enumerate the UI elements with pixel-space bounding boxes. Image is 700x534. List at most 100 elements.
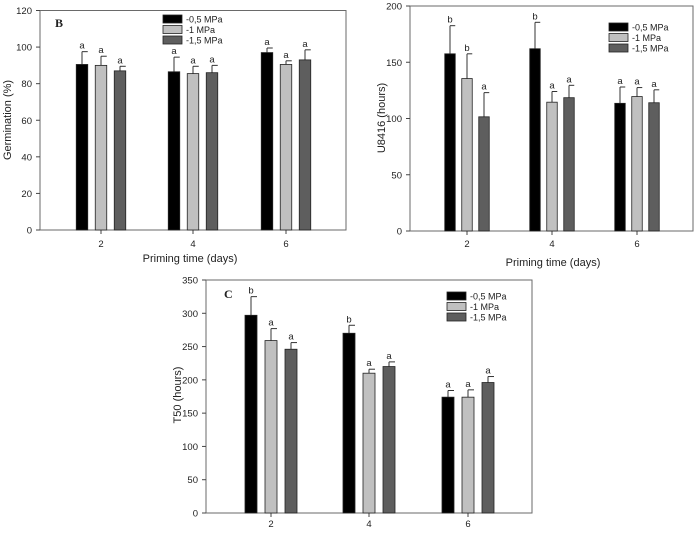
x-tick-label: 6 bbox=[283, 239, 288, 250]
significance-letter: b bbox=[532, 11, 537, 22]
y-tick-label: 0 bbox=[193, 509, 198, 520]
y-tick-label: 350 bbox=[182, 276, 198, 287]
significance-letter: a bbox=[566, 74, 572, 85]
significance-letter: b bbox=[464, 43, 469, 54]
bar bbox=[94, 64, 108, 231]
y-tick-label: 150 bbox=[386, 58, 402, 69]
x-tick-label: 6 bbox=[465, 519, 470, 530]
y-tick-label: 250 bbox=[182, 342, 198, 353]
bar bbox=[631, 96, 643, 232]
bar bbox=[461, 78, 473, 232]
significance-letter: a bbox=[268, 318, 274, 329]
bar bbox=[481, 382, 495, 514]
legend-label: -0,5 MPa bbox=[470, 292, 507, 302]
x-tick-label: 4 bbox=[549, 239, 554, 250]
significance-letter: a bbox=[485, 366, 491, 377]
bar bbox=[205, 72, 219, 231]
y-axis-label: Germination (%) bbox=[2, 80, 14, 160]
legend-label: -1,5 MPa bbox=[632, 44, 669, 54]
legend-swatch bbox=[162, 14, 183, 24]
y-tick-label: 20 bbox=[21, 189, 32, 200]
y-tick-label: 150 bbox=[182, 409, 198, 420]
legend-swatch bbox=[162, 25, 183, 34]
bar bbox=[75, 64, 89, 231]
significance-letter: a bbox=[651, 79, 657, 90]
significance-letter: a bbox=[98, 45, 104, 56]
legend-swatch bbox=[608, 33, 629, 42]
legend-swatch bbox=[608, 22, 629, 32]
bar bbox=[264, 340, 278, 514]
y-tick-label: 200 bbox=[182, 375, 198, 386]
legend-label: -1 MPa bbox=[186, 25, 215, 35]
bar bbox=[244, 314, 258, 514]
bar bbox=[113, 70, 127, 231]
bar bbox=[529, 48, 541, 232]
y-tick-label: 200 bbox=[386, 2, 402, 13]
x-tick-label: 4 bbox=[190, 239, 195, 250]
significance-letter: a bbox=[171, 46, 177, 57]
y-axis-label: T50 (hours) bbox=[172, 367, 184, 424]
significance-letter: a bbox=[617, 76, 623, 87]
x-tick-label: 6 bbox=[634, 239, 639, 250]
x-tick-label: 2 bbox=[98, 239, 103, 250]
bar bbox=[648, 102, 660, 232]
significance-letter: a bbox=[79, 41, 85, 52]
y-tick-label: 60 bbox=[21, 116, 32, 127]
bar bbox=[167, 71, 181, 231]
bar bbox=[362, 372, 376, 514]
bar bbox=[279, 64, 293, 231]
significance-letter: b bbox=[248, 286, 253, 297]
y-tick-label: 80 bbox=[21, 79, 32, 90]
x-tick-label: 4 bbox=[366, 519, 371, 530]
legend-label: -1 MPa bbox=[632, 33, 661, 43]
significance-letter: a bbox=[190, 55, 196, 66]
legend-swatch bbox=[608, 43, 629, 53]
y-tick-label: 50 bbox=[187, 475, 198, 486]
y-axis-label: U8416 (hours) bbox=[376, 83, 388, 153]
panel-label: B bbox=[55, 16, 63, 30]
y-tick-label: 100 bbox=[386, 114, 402, 125]
significance-letter: a bbox=[283, 50, 289, 61]
significance-letter: a bbox=[209, 54, 215, 65]
bar bbox=[444, 53, 456, 232]
x-tick-label: 2 bbox=[464, 239, 469, 250]
significance-letter: a bbox=[288, 332, 294, 343]
x-tick-label: 2 bbox=[268, 519, 273, 530]
bar bbox=[441, 396, 455, 514]
x-axis-label: Priming time (days) bbox=[143, 253, 238, 265]
bar bbox=[546, 101, 558, 232]
legend-label: -1,5 MPa bbox=[186, 36, 223, 46]
bar bbox=[478, 116, 490, 232]
significance-letter: b bbox=[447, 15, 452, 26]
significance-letter: a bbox=[465, 379, 471, 390]
significance-letter: a bbox=[481, 82, 487, 93]
chart-1: 0 20 40 60 80 100 120 2 4 6 a a a -0,5 MPa a a a -1 MPa a a… bbox=[2, 6, 347, 265]
y-tick-label: 300 bbox=[182, 309, 198, 320]
legend-swatch bbox=[446, 291, 467, 301]
legend-swatch bbox=[446, 312, 467, 322]
y-tick-label: 40 bbox=[21, 152, 32, 163]
y-tick-label: 100 bbox=[16, 43, 32, 54]
significance-letter: b bbox=[346, 314, 351, 325]
x-axis-label: Priming time (days) bbox=[506, 257, 601, 269]
legend-label: -0,5 MPa bbox=[632, 23, 669, 33]
legend-swatch bbox=[446, 302, 467, 311]
panel-label: C bbox=[224, 287, 233, 301]
bar bbox=[260, 52, 274, 231]
y-tick-label: 0 bbox=[27, 226, 32, 237]
legend-label: -1 MPa bbox=[470, 302, 499, 312]
bar bbox=[382, 366, 396, 514]
significance-letter: a bbox=[634, 77, 640, 88]
y-tick-label: 0 bbox=[397, 227, 402, 238]
bar bbox=[614, 102, 626, 232]
significance-letter: a bbox=[386, 351, 392, 362]
bar bbox=[342, 332, 356, 514]
significance-letter: a bbox=[549, 81, 555, 92]
y-tick-label: 50 bbox=[391, 170, 402, 181]
bar bbox=[298, 59, 312, 231]
y-tick-label: 120 bbox=[16, 6, 32, 17]
significance-letter: a bbox=[445, 380, 451, 391]
legend-swatch bbox=[162, 35, 183, 45]
